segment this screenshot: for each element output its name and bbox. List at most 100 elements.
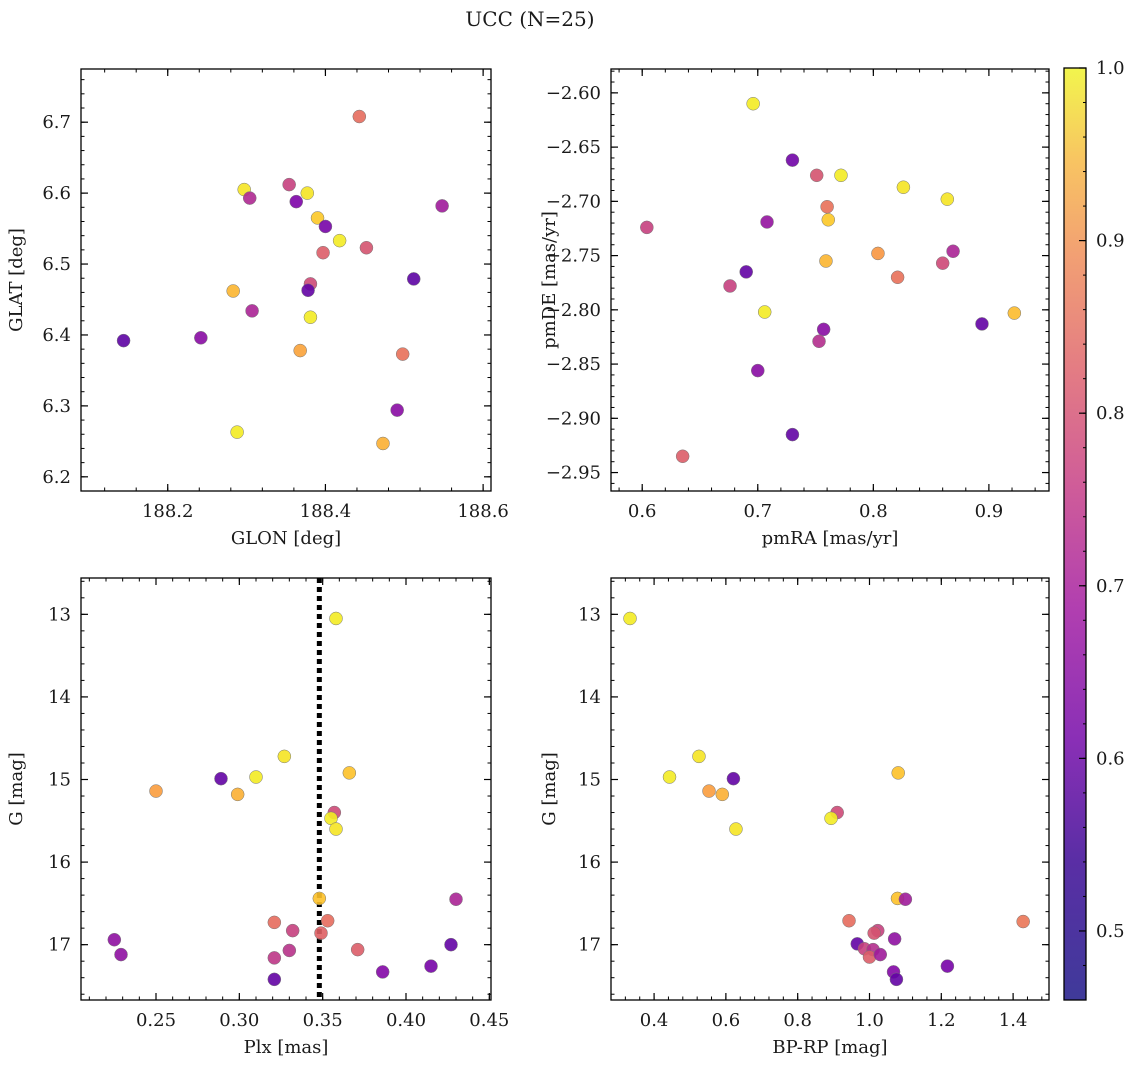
scatter-point [390,403,404,417]
scatter-point [303,310,318,324]
y-tick-label: −2.65 [546,137,601,158]
scatter-point [289,194,303,209]
scatter-point [267,951,282,965]
y-tick-label: 13 [48,604,71,625]
scatter-point [350,942,365,957]
x-tick-label: 0.4 [640,1010,669,1031]
scatter-point [809,168,824,183]
colorbar-tick-label: 1.0 [1096,58,1125,79]
scatter-point [435,199,449,213]
x-axis-label: BP-RP [mag] [772,1037,887,1058]
scatter-point [821,213,836,227]
y-tick-label: 6.6 [42,183,71,204]
colorbar-tick-label: 0.7 [1096,576,1125,597]
x-tick-label: 0.25 [136,1010,176,1031]
scatter-point [301,283,315,298]
scatter-point [785,427,800,442]
scatter-point [352,109,367,124]
y-tick-label: 6.5 [42,254,71,275]
colorbar-frame [1063,67,1087,1001]
scatter-point [376,436,390,451]
scatter-point [729,822,743,836]
scatter-point [194,331,208,345]
y-tick-label: 6.4 [42,325,71,346]
scatter-point [723,279,737,293]
y-tick-label: −2.90 [546,408,601,429]
scatter-point [715,787,730,802]
x-tick-label: 1.4 [999,1010,1028,1031]
scatter-point [1016,914,1030,929]
scatter-point [757,305,772,319]
scatter-point [424,959,438,973]
y-axis-label: G [mag] [539,752,560,825]
scatter-point [282,177,296,192]
scatter-point [692,749,706,764]
colorbar-tick-label: 0.8 [1096,403,1125,424]
panel-pmra-pmde: 0.6 0.7 0.8 0.9 −2.95 −2.90 −2.85 −2.80 −2.75 −2.… [539,68,1050,549]
scatter-point [316,245,330,260]
scatter-point [406,272,421,286]
scatter-point [871,246,885,261]
scatter-point [896,180,911,194]
y-axis-label: G [mag] [6,752,27,825]
scatter-point [293,343,307,358]
scatter-point [891,766,905,780]
scatter-point [226,284,240,298]
y-tick-label: 17 [48,935,71,956]
scatter-point [359,240,374,255]
scatter-point [889,972,904,987]
scatter-point [312,891,327,906]
scatter-point [975,317,989,331]
scatter-point [946,244,960,259]
scatter-point [230,425,244,439]
scatter-point [310,211,325,225]
x-tick-label: 0.6 [712,1010,741,1031]
scatter-point [300,186,315,200]
scatter-point [230,787,245,802]
scatter-point [282,943,297,958]
scatter-point [1007,306,1022,320]
colorbar-tick-label: 0.5 [1096,921,1125,942]
scatter-point [751,363,765,378]
y-axis-label: GLAT [deg] [6,228,27,332]
scatter-point [702,784,716,798]
scatter-point [640,220,654,235]
scatter-point [449,892,463,906]
y-tick-label: 14 [578,687,601,708]
scatter-point [820,200,834,214]
y-tick-label: 6.2 [42,467,71,488]
y-axis-label: pmDE [mas/yr] [539,211,560,349]
scatter-point [444,937,458,952]
scatter-point [267,915,282,930]
y-tick-label: 6.7 [42,112,71,133]
scatter-point [267,972,282,987]
scatter-point [320,913,335,928]
y-tick-label: 14 [48,687,71,708]
scatter-point [395,347,410,361]
x-tick-label: 0.40 [386,1010,426,1031]
x-tick-label: 0.45 [469,1010,509,1031]
scatter-point [242,191,257,205]
scatter-point [342,766,357,780]
scatter-point [662,770,677,784]
y-tick-label: 15 [48,770,71,791]
scatter-point [935,256,950,270]
scatter-point [819,254,833,268]
scatter-point [116,333,131,348]
scatter-point [812,334,826,349]
scatter-point [739,265,753,279]
scatter-point [816,322,831,337]
scatter-point [867,926,881,940]
y-tick-label: −2.80 [546,300,601,321]
x-tick-label: 188.6 [457,501,509,522]
scatter-point [277,749,292,764]
x-tick-label: 0.6 [628,501,657,522]
y-tick-label: 16 [578,852,601,873]
x-tick-label: 0.7 [743,501,772,522]
x-axis-label: GLON [deg] [231,528,341,549]
x-axis-label: Plx [mas] [244,1037,329,1058]
y-tick-label: −2.70 [546,191,601,212]
scatter-point [332,233,347,248]
scatter-point [785,153,800,167]
